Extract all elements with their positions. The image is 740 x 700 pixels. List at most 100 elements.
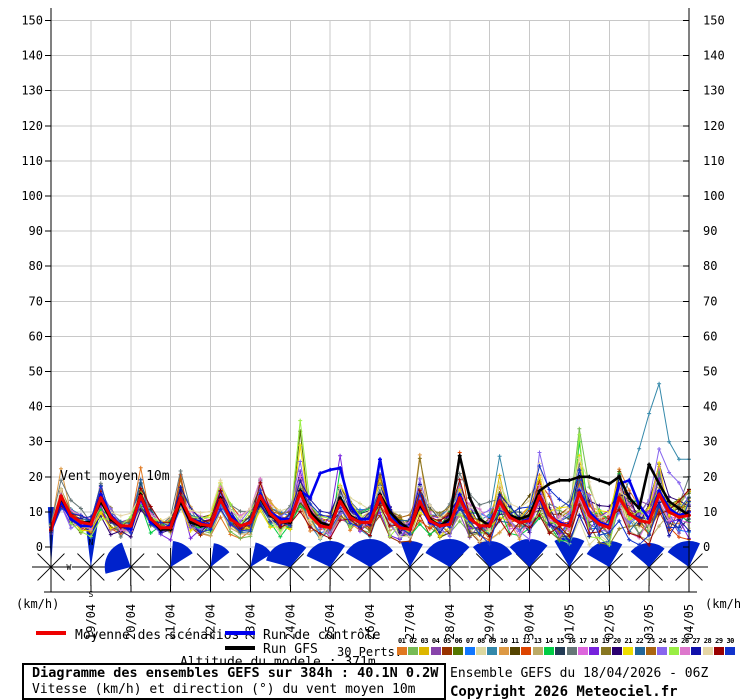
perturbation-number: 04 [431, 637, 440, 645]
date-label: 03/05 [642, 604, 656, 640]
perturbation-number: 30 [726, 637, 734, 645]
perturbation-legend-item: 05 [441, 637, 452, 655]
perturbation-legend-item: 07 [464, 637, 475, 655]
wind-direction-fan [472, 541, 513, 567]
wind-rose [630, 543, 669, 586]
perturbation-color-swatch [623, 647, 634, 655]
perturbation-number: 15 [556, 637, 565, 645]
chart-title: Diagramme des ensembles GEFS sur 384h : … [32, 665, 439, 681]
date-label: 23/04 [243, 604, 257, 640]
plot-variable-label: Vent moyen 10m [60, 469, 170, 484]
y-tick-label-left: 90 [29, 224, 43, 238]
date-label: 27/04 [403, 604, 417, 640]
y-tick-label-right: 130 [703, 84, 725, 98]
date-label: 25/04 [323, 604, 337, 640]
y-tick-label-right: 30 [703, 435, 717, 449]
y-tick-label-right: 10 [703, 505, 717, 519]
perturbation-color-swatch [521, 647, 532, 655]
y-tick-label-left: 70 [29, 294, 43, 308]
model-run-label: Ensemble GEFS du 18/04/2026 - 06Z [450, 666, 709, 681]
y-tick-label-left: 140 [21, 49, 43, 63]
mean-line-label: Moyenne des scénarios [75, 628, 240, 643]
y-tick-label-right: 50 [703, 365, 717, 379]
perturbation-legend-item: 20 [611, 637, 622, 655]
perturbation-color-swatch [725, 647, 736, 655]
wind-direction-fan [554, 537, 585, 567]
perturbation-legend-item: 06 [453, 637, 464, 655]
wind-rose [151, 541, 193, 586]
y-tick-label-left: 130 [21, 84, 43, 98]
perturbation-number: 05 [443, 637, 451, 645]
y-tick-label-right: 100 [703, 189, 725, 203]
date-label: 20/04 [124, 604, 138, 640]
perturbation-number: 28 [703, 637, 712, 645]
y-tick-label-left: 150 [21, 14, 43, 28]
y-tick-label-left: 20 [29, 470, 43, 484]
wind-direction-fan [586, 541, 623, 567]
wind-direction-fan [250, 542, 272, 567]
perturbation-number: 12 [522, 637, 531, 645]
y-tick-label-left: 30 [29, 435, 43, 449]
control-line-swatch [225, 631, 255, 635]
grid-lines [51, 20, 690, 592]
perturbation-number: 02 [409, 637, 417, 645]
wind-direction-fan [667, 541, 700, 567]
perturbation-legend-item: 19 [600, 637, 611, 655]
perturbation-number: 10 [499, 637, 508, 645]
perturbation-color-swatch [634, 647, 645, 655]
wind-direction-fan [85, 520, 99, 567]
perturbation-legend-item: 10 [498, 637, 509, 655]
perturbation-number: 22 [635, 637, 644, 645]
wind-rose [104, 542, 150, 586]
perturbation-legend-item: 21 [623, 637, 634, 655]
perturbation-legend-item: 22 [634, 637, 645, 655]
y-tick-label-right: 0 [703, 540, 710, 554]
perturbation-number: 20 [613, 637, 621, 645]
perturbation-number: 26 [681, 637, 689, 645]
y-tick-label-right: 110 [703, 154, 725, 168]
mean-line-swatch [36, 631, 66, 635]
unit-label-left: (km/h) [16, 597, 60, 611]
y-tick-label-left: 50 [29, 365, 43, 379]
wind-rose [306, 541, 350, 586]
perturbation-number: 13 [533, 637, 542, 645]
wind-rose [509, 539, 549, 586]
perturbation-number: 17 [579, 637, 587, 645]
wind-rose [586, 541, 629, 586]
perturbation-color-swatch [407, 647, 418, 655]
perturbation-number: 14 [545, 637, 553, 645]
perturbation-legend-item: 09 [487, 637, 498, 655]
perturbation-number: 08 [477, 637, 485, 645]
perturbation-number: 03 [420, 637, 429, 645]
perturbation-number: 19 [601, 637, 610, 645]
perturbation-legend-item: 16 [566, 637, 577, 655]
perturbation-color-swatch [430, 647, 441, 655]
perturbation-legend-item: 17 [577, 637, 588, 655]
perturbations-color-strip: 01 02 03 04 05 06 07 08 09 10 11 12 13 14 15 16 17 18 19 20… [396, 637, 738, 655]
y-tick-label-right: 140 [703, 49, 725, 63]
y-tick-label-left: 10 [29, 505, 43, 519]
wind-rose [191, 543, 230, 586]
perturbation-color-swatch [577, 647, 588, 655]
perturbation-legend-item: 25 [668, 637, 679, 655]
wind-rose [667, 541, 708, 586]
perturbation-legend-item: 30 [725, 637, 736, 655]
perturbation-legend-item: 26 [679, 637, 690, 655]
chart-subtitle: Vitesse (km/h) et direction (°) du vent … [32, 682, 416, 697]
wind-rose [390, 541, 429, 586]
perturbation-color-swatch [487, 647, 498, 655]
compass-label: S [88, 590, 93, 599]
perturbation-legend-item: 11 [509, 637, 520, 655]
compass-label: W [66, 563, 71, 572]
wind-rose [266, 542, 310, 586]
perturbation-color-swatch [589, 647, 600, 655]
perturbation-color-swatch [555, 647, 566, 655]
perturbation-number: 16 [567, 637, 576, 645]
perturbation-legend-item: 23 [645, 637, 656, 655]
wind-rose [231, 542, 272, 586]
wind-direction-roses: NSWE [32, 507, 708, 599]
perturbation-color-swatch [668, 647, 679, 655]
control-line-label: Run de contrôle [263, 628, 381, 643]
